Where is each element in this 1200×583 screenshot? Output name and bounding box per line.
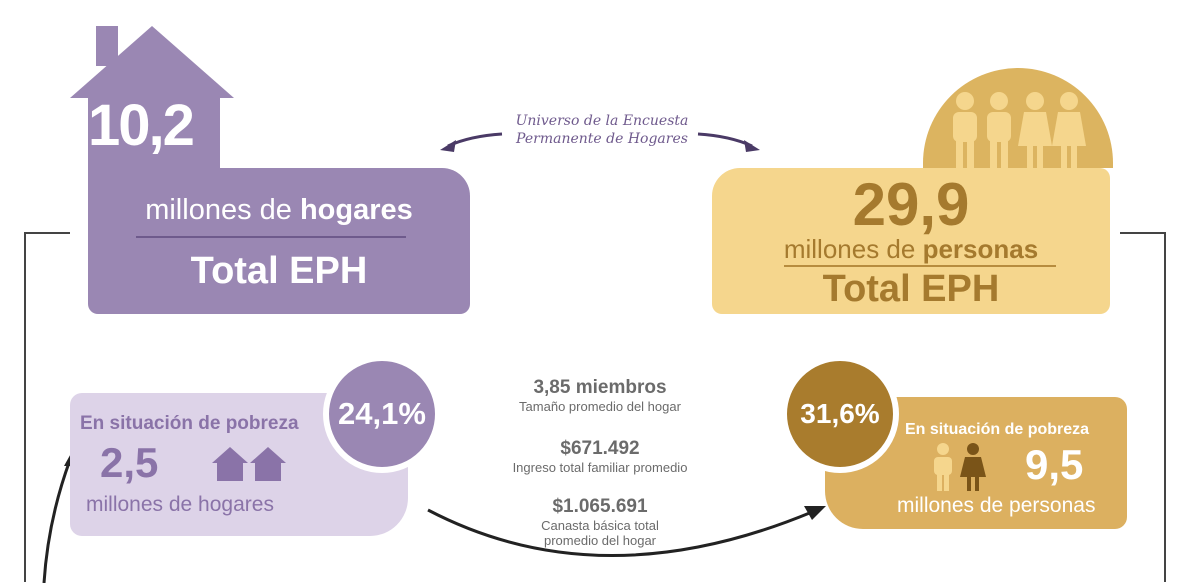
poverty-persons-number: 9,5 [1025, 441, 1084, 488]
person-icon [934, 443, 986, 491]
households-units: millones de hogares [145, 194, 413, 226]
stat-household-size: 3,85 miembros Tamaño promedio del hogar [519, 377, 681, 414]
divider [136, 236, 406, 238]
poverty-households-units: millones de hogares [86, 493, 274, 516]
left-bracket [24, 232, 70, 582]
right-bracket [1120, 232, 1166, 582]
poverty-households-number: 2,5 [100, 439, 159, 486]
person-icon [953, 92, 1086, 168]
households-total-number: 10,2 [88, 93, 195, 158]
poverty-label: En situación de pobreza [80, 413, 299, 434]
stat-income: $671.492 Ingreso total familiar promedio [512, 438, 688, 475]
persons-total-label: Total EPH [822, 268, 1000, 310]
poverty-label: En situación de pobreza [905, 421, 1090, 438]
arrow-icon [440, 132, 760, 152]
divider [784, 265, 1056, 267]
persons-units: millones de personas [783, 234, 1039, 264]
stat-basic-basket: $1.065.691 Canasta básica total promedio… [541, 496, 659, 548]
house-icon [212, 447, 286, 481]
households-total-label: Total EPH [190, 250, 368, 292]
persons-total-box: 29,9 millones de personas Total EPH [712, 168, 1110, 314]
poverty-persons-units: millones de personas [897, 494, 1096, 517]
poverty-households-percent: 24,1% [323, 355, 441, 473]
arrow-icon [427, 506, 826, 557]
households-total-box: millones de hogares Total EPH [88, 168, 470, 314]
universe-caption: Universo de la Encuesta Permanente de Ho… [515, 113, 689, 147]
poverty-persons-percent: 31,6% [781, 355, 899, 473]
persons-total-number: 29,9 [852, 171, 970, 238]
house-icon [70, 26, 234, 168]
